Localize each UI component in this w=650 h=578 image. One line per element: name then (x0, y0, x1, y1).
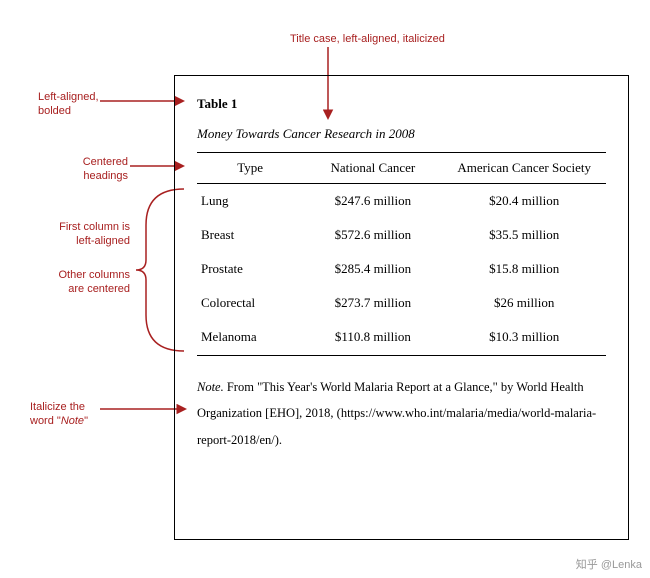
watermark: 知乎 @Lenka (576, 556, 642, 572)
col-header: American Cancer Society (442, 153, 606, 184)
annotation-first-col: First column is left-aligned (22, 220, 130, 249)
col-header: National Cancer (303, 153, 442, 184)
table-example-frame: Table 1 Money Towards Cancer Research in… (174, 75, 629, 540)
table-cell: $35.5 million (442, 218, 606, 252)
annotation-note: Italicize the word "Note" (30, 400, 88, 429)
annotation-title-case: Title case, left-aligned, italicized (290, 32, 445, 46)
table-cell: $110.8 million (303, 320, 442, 356)
table-number: Table 1 (197, 96, 606, 112)
table-cell: $15.8 million (442, 252, 606, 286)
col-header: Type (197, 153, 303, 184)
data-table: Type National Cancer American Cancer Soc… (197, 152, 606, 356)
note-text: From "This Year's World Malaria Report a… (197, 380, 596, 447)
table-cell: $572.6 million (303, 218, 442, 252)
table-cell: Colorectal (197, 286, 303, 320)
note-label: Note. (197, 380, 224, 394)
table-note: Note. From "This Year's World Malaria Re… (197, 374, 606, 453)
annotation-other-cols: Other columns are centered (22, 268, 130, 297)
table-cell: Breast (197, 218, 303, 252)
table-row: Lung$247.6 million$20.4 million (197, 184, 606, 219)
table-row: Melanoma$110.8 million$10.3 million (197, 320, 606, 356)
table-row: Colorectal$273.7 million$26 million (197, 286, 606, 320)
table-row: Prostate$285.4 million$15.8 million (197, 252, 606, 286)
table-cell: $285.4 million (303, 252, 442, 286)
table-row: Breast$572.6 million$35.5 million (197, 218, 606, 252)
table-cell: $10.3 million (442, 320, 606, 356)
table-title: Money Towards Cancer Research in 2008 (197, 126, 606, 142)
table-cell: Melanoma (197, 320, 303, 356)
table-cell: $273.7 million (303, 286, 442, 320)
table-cell: $20.4 million (442, 184, 606, 219)
table-cell: Prostate (197, 252, 303, 286)
table-header-row: Type National Cancer American Cancer Soc… (197, 153, 606, 184)
table-cell: Lung (197, 184, 303, 219)
annotation-headings: Centered headings (38, 155, 128, 184)
annotation-table-number: Left-aligned, bolded (38, 90, 99, 119)
table-cell: $26 million (442, 286, 606, 320)
table-cell: $247.6 million (303, 184, 442, 219)
